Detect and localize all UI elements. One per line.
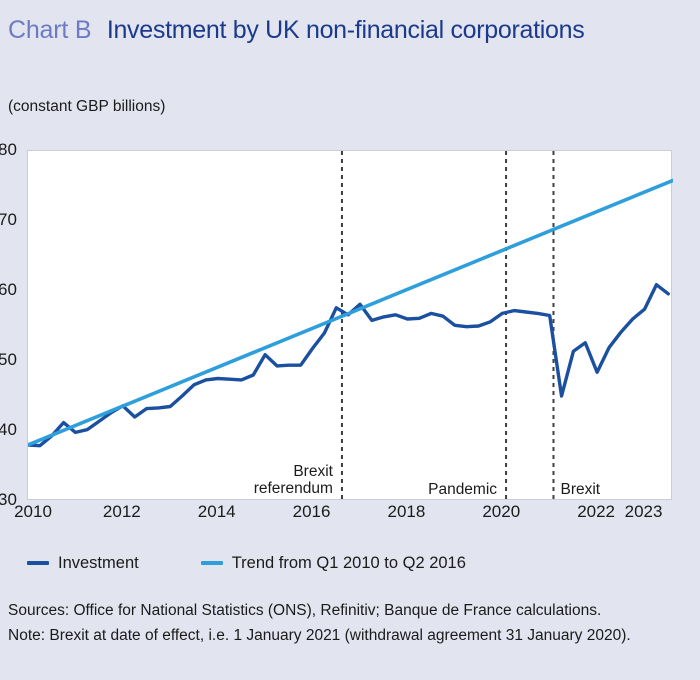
event-annotation-line: referendum (253, 480, 333, 498)
y-axis-tick-label: 40 (0, 420, 17, 439)
chart-number-label: Chart B (8, 16, 92, 44)
x-axis-tick-label: 2016 (292, 502, 331, 521)
chart-header: Chart B Investment by UK non-financial c… (8, 16, 585, 45)
page-title: Investment by UK non-financial corporati… (106, 16, 585, 44)
series-line (28, 178, 673, 447)
sources-note: Sources: Office for National Statistics … (8, 602, 602, 619)
legend-line-swatch-icon (200, 561, 223, 565)
event-annotation-label: Brexit (560, 481, 600, 498)
x-axis-ticks: 2010 2012 2014 2016 2018 2020 2022 2023 (14, 502, 672, 529)
y-axis-tick-label: 70 (0, 210, 17, 229)
y-axis-ticks: 30 40 50 60 70 80 (0, 141, 24, 508)
y-axis-tick-label: 80 (0, 140, 17, 159)
legend-item-investment: Investment (27, 554, 139, 573)
chart-legend: Investment Trend from Q1 2010 to Q2 2016 (27, 550, 466, 576)
series-line (28, 282, 670, 448)
x-axis-tick-label: 2023 (624, 502, 663, 521)
x-axis-tick-label: 2012 (102, 502, 141, 521)
event-annotation-label: Pandemic (0, 481, 497, 498)
legend-item-trend: Trend from Q1 2010 to Q2 2016 (200, 553, 466, 573)
event-annotation-label: Brexit referendum (0, 463, 333, 498)
axis-units-label: (constant GBP billions) (8, 98, 166, 115)
event-annotation-line: Brexit (293, 463, 333, 480)
y-axis-tick-label: 30 (0, 490, 17, 509)
event-annotation-line: Brexit (560, 480, 601, 498)
x-axis-tick-label: 2020 (482, 502, 521, 521)
chart-footnotes: Sources: Office for National Statistics … (8, 598, 698, 648)
event-annotation-line: Pandemic (428, 480, 498, 498)
event-marker-lines (340, 151, 555, 501)
brexit-note: Note: Brexit at date of effect, i.e. 1 J… (8, 627, 631, 645)
x-axis-tick-label: 2010 (14, 502, 52, 521)
x-axis-tick-label: 2018 (387, 502, 426, 521)
chart-canvas (28, 151, 673, 501)
legend-label: Investment (58, 553, 139, 572)
y-axis-tick-label: 60 (0, 280, 17, 299)
x-axis-tick-label: 2014 (197, 502, 236, 521)
chart-plot-area (27, 150, 673, 501)
x-axis-tick-label: 2022 (577, 502, 616, 521)
legend-line-swatch-icon (27, 561, 49, 565)
data-series-group (28, 178, 673, 448)
y-axis-tick-label: 50 (0, 350, 17, 369)
legend-label: Trend from Q1 2010 to Q2 2016 (231, 553, 466, 572)
